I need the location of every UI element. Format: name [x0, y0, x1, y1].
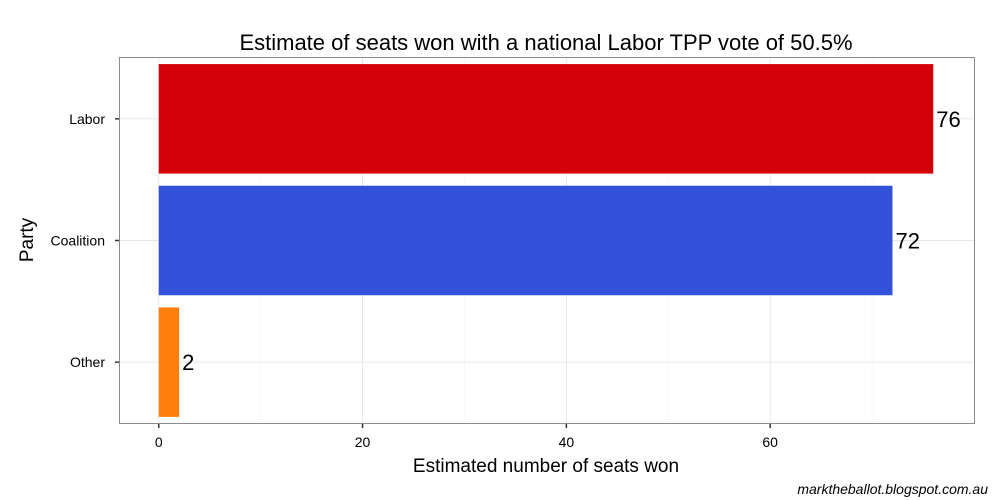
data-label-coalition: 72 [895, 229, 919, 254]
bar-coalition [158, 185, 893, 296]
y-tick-label-labor: Labor [69, 111, 105, 127]
y-tick-label-coalition: Coalition [51, 233, 105, 249]
y-axis: Labor Coalition Other [51, 111, 119, 370]
bar-labor [158, 64, 934, 174]
x-tick-label: 40 [559, 434, 575, 450]
bar-other [158, 307, 180, 417]
y-axis-title: Party [17, 217, 38, 262]
source-caption: marktheballot.blogspot.com.au [797, 481, 988, 497]
y-tick-label-other: Other [70, 354, 105, 370]
chart-title: Estimate of seats won with a national La… [239, 30, 852, 55]
x-axis-title: Estimated number of seats won [413, 456, 679, 477]
x-tick-label: 0 [155, 434, 163, 450]
x-axis: 0 20 40 60 [155, 424, 778, 450]
bars [158, 64, 934, 417]
data-label-other: 2 [182, 350, 194, 375]
data-label-labor: 76 [936, 107, 960, 132]
data-labels: 76 72 2 [182, 107, 961, 375]
x-tick-label: 60 [762, 434, 778, 450]
x-tick-label: 20 [355, 434, 371, 450]
